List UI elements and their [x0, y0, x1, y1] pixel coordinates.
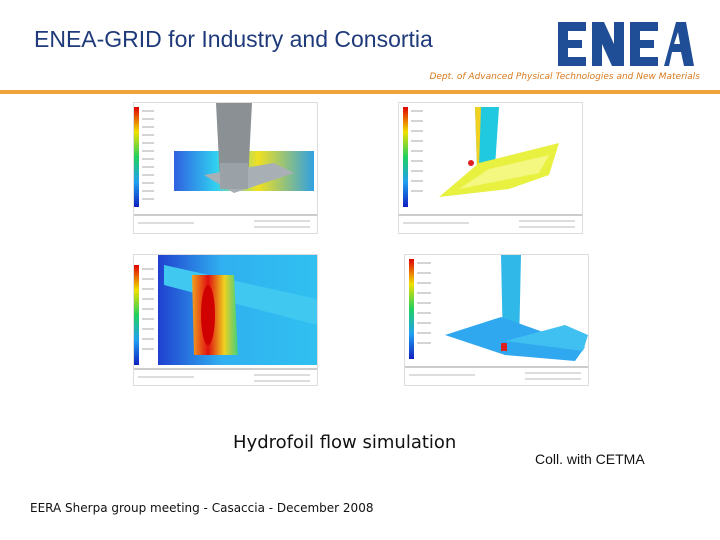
header-divider [0, 90, 720, 94]
simulation-image-top-right [398, 102, 583, 234]
department-subtitle: Dept. of Advanced Physical Technologies … [429, 72, 700, 82]
footer-text: EERA Sherpa group meeting - Casaccia - D… [30, 501, 374, 515]
figure-caption: Hydrofoil flow simulation [233, 432, 457, 453]
enea-logo [556, 18, 696, 70]
page-title: ENEA-GRID for Industry and Consortia [34, 26, 433, 52]
simulation-image-bottom-right [404, 254, 589, 386]
simulation-image-top-left [133, 102, 318, 234]
collaboration-note: Coll. with CETMA [535, 451, 645, 467]
simulation-image-bottom-left [133, 254, 318, 386]
